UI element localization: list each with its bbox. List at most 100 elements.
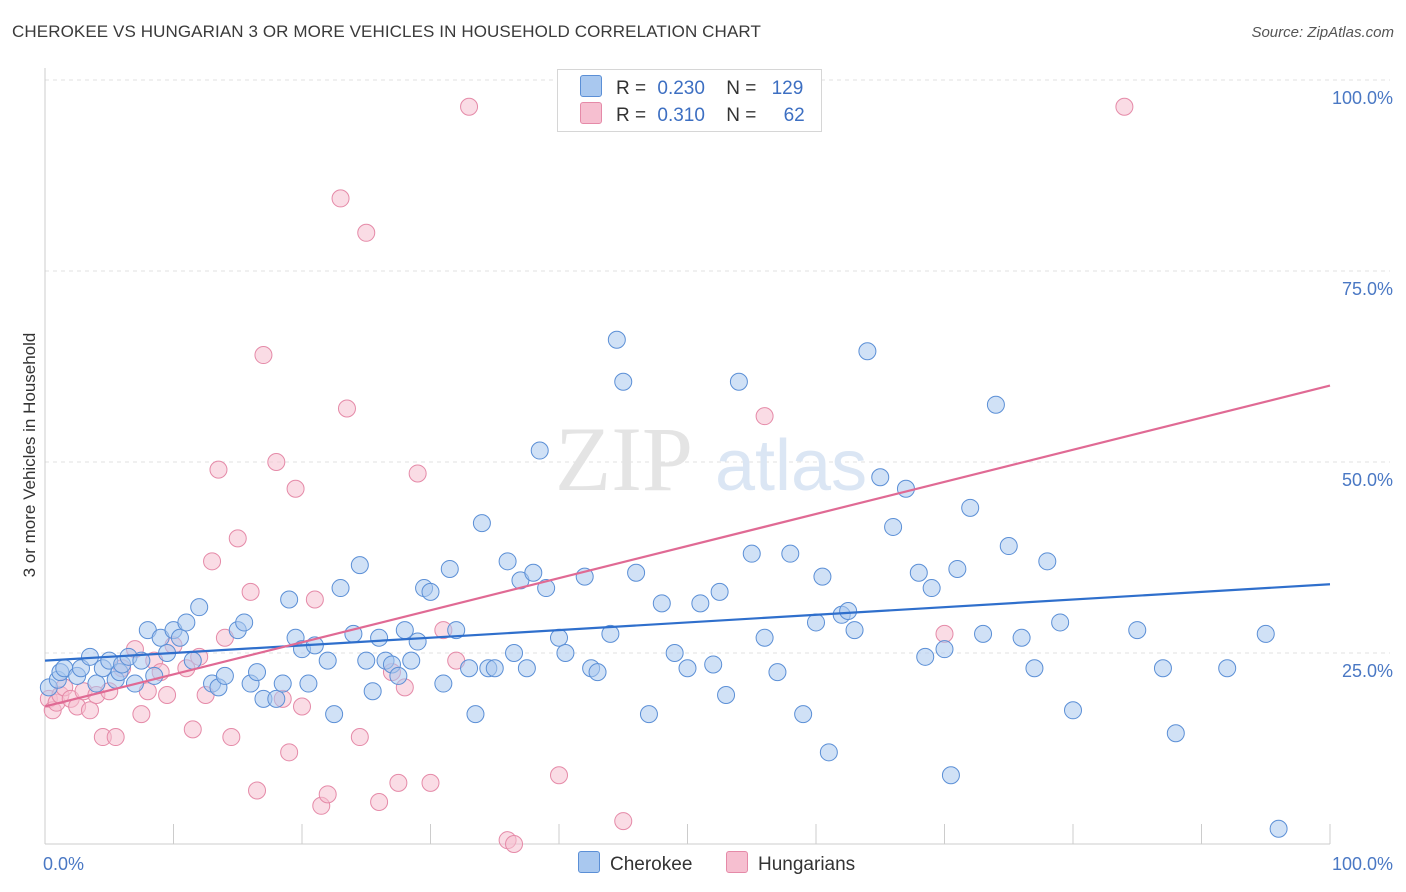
cherokee-point (781, 544, 800, 563)
cherokee-point (440, 559, 459, 578)
cherokee-point (280, 590, 299, 609)
cherokee-point (961, 498, 980, 517)
legend-r-value: 0.310 (657, 105, 705, 126)
watermark-zip: ZIP (555, 408, 693, 510)
cherokee-point (839, 601, 858, 620)
cherokee-point (556, 644, 575, 662)
cherokee-point (87, 674, 106, 693)
cherokee-point (807, 613, 825, 632)
cherokee-point (402, 651, 421, 670)
cherokee-point (177, 613, 196, 632)
cherokee-point (299, 674, 318, 693)
cherokee-point (948, 559, 967, 578)
hungarian-point (248, 781, 267, 800)
cherokee-point (215, 666, 234, 685)
legend-n-value: 62 (783, 105, 805, 126)
cherokee-point (986, 395, 1005, 414)
cherokee-point (794, 705, 813, 724)
cherokee-point (485, 659, 504, 678)
cherokee-point (1218, 659, 1237, 678)
cherokee-point (1128, 621, 1147, 640)
cherokee-point (999, 537, 1018, 556)
legend-r-value: 0.230 (657, 78, 705, 99)
legend-n-label: N = (726, 105, 757, 126)
cherokee-point (1153, 659, 1172, 678)
cherokee-point (665, 644, 684, 662)
cherokee-point (909, 563, 928, 582)
hungarian-trend-line (44, 384, 1331, 708)
hungarian-point (370, 792, 389, 811)
bottom-legend-cherokee: Cherokee (578, 851, 692, 876)
cherokee-point (498, 552, 517, 571)
cherokee-point (935, 640, 954, 659)
hungarian-point (80, 701, 99, 720)
y-axis-label: 3 or more Vehicles in Household (20, 333, 39, 578)
hungarian-swatch (726, 851, 748, 873)
cherokee-point (627, 563, 646, 582)
cherokee-point (691, 594, 710, 613)
cherokee-point (325, 705, 344, 724)
hungarian-point (318, 785, 337, 804)
hungarian-point (293, 697, 311, 716)
cherokee-point (1064, 701, 1082, 720)
hungarian-point (132, 705, 151, 724)
cherokee-point (132, 651, 151, 670)
hungarian-swatch (580, 102, 602, 124)
cherokee-point (639, 705, 658, 724)
cherokee-point (1051, 613, 1070, 632)
x-tick-label: 0.0% (43, 854, 84, 874)
bottom-legend-label: Hungarians (758, 854, 856, 875)
hungarian-point (254, 346, 273, 365)
hungarian-point (350, 728, 369, 747)
hungarian-point (389, 773, 408, 792)
y-tick-label: 75.0% (1342, 279, 1393, 299)
watermark-atlas: atlas (715, 426, 867, 506)
cherokee-point (922, 579, 941, 598)
cherokee-point (183, 651, 202, 670)
legend: R = 0.230 N = 129 R = 0.310 N = 62 (557, 69, 822, 132)
cherokee-point (370, 628, 389, 647)
legend-r-label: R = (616, 105, 647, 126)
watermark: ZIP atlas (555, 408, 867, 510)
hungarian-point (183, 720, 202, 739)
hungarian-point (267, 453, 286, 471)
hungarian-point (337, 399, 356, 418)
cherokee-point (1256, 624, 1275, 643)
bottom-legend-label: Cherokee (610, 854, 693, 875)
y-tick-label: 50.0% (1342, 470, 1393, 490)
hungarian-point (106, 728, 125, 747)
cherokee-point (614, 372, 633, 391)
cherokee-point (717, 686, 736, 705)
hungarian-point (228, 529, 247, 548)
cherokee-point (755, 628, 774, 647)
cherokee-point (1038, 552, 1057, 571)
cherokee-point (190, 598, 209, 617)
cherokee-point (550, 628, 568, 647)
hungarian-point (357, 223, 376, 242)
cherokee-point (768, 663, 787, 682)
legend-n-value: 129 (771, 78, 804, 99)
bottom-legend-hungarians: Hungarians (726, 851, 855, 876)
cherokee-point (704, 655, 723, 674)
cherokee-point (858, 342, 877, 361)
cherokee-point (588, 663, 607, 682)
hungarian-point (222, 728, 241, 747)
cherokee-point (248, 663, 267, 682)
cherokee-point (678, 659, 697, 678)
cherokee-point (318, 651, 337, 670)
cherokee-point (235, 613, 254, 632)
cherokee-point (434, 674, 453, 693)
legend-row-cherokee: R = 0.230 N = 129 (580, 75, 803, 99)
hungarian-point (755, 407, 774, 426)
cherokee-point (871, 468, 890, 487)
cherokee-point (389, 666, 408, 685)
cherokee-point (1166, 724, 1185, 743)
cherokee-point (884, 517, 903, 536)
cherokee-point (530, 441, 549, 460)
cherokee-point (350, 556, 369, 575)
cherokee-point (1269, 819, 1288, 838)
cherokee-point (460, 659, 479, 678)
cherokee-point (941, 766, 960, 785)
hungarian-point (421, 773, 440, 792)
